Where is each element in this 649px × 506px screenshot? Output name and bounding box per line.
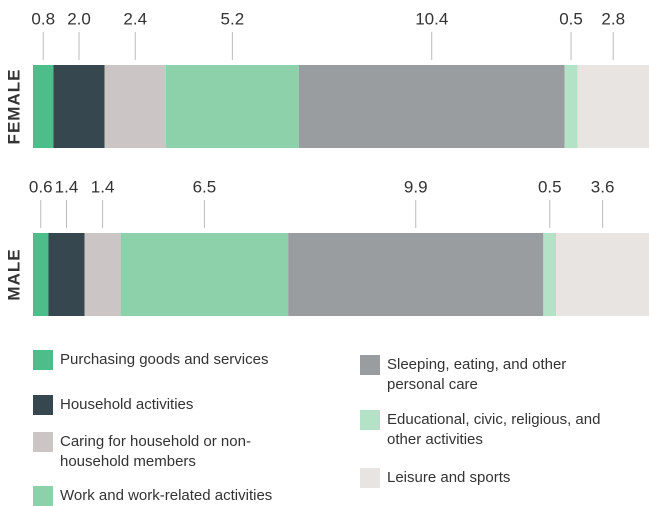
legend-item: Purchasing goods and services [33, 350, 310, 370]
legend-item: Work and work-related activities [33, 486, 330, 506]
bar-segment [120, 233, 289, 316]
value-label: 10.4 [415, 9, 448, 28]
legend-swatch [33, 350, 53, 370]
bar-segment [564, 65, 578, 148]
legend-swatch [360, 410, 380, 430]
value-label: 0.8 [31, 9, 55, 28]
legend-label: Sleeping, eating, and other personal car… [387, 356, 567, 393]
legend-swatch [33, 486, 53, 506]
value-label: 0.5 [559, 9, 583, 28]
value-label: 3.6 [591, 177, 615, 196]
legend-item: Household activities [33, 395, 310, 415]
value-label: 6.5 [193, 177, 217, 196]
legend-label: Household activities [60, 396, 194, 413]
bar-segment [84, 233, 121, 316]
legend-label: Caring for household or non-household me… [60, 433, 251, 470]
bar-segment [543, 233, 557, 316]
value-label: 0.6 [29, 177, 53, 196]
bar-segment [33, 233, 49, 316]
legend-item: Educational, civic, religious, and other… [360, 410, 612, 450]
legend-swatch [360, 468, 380, 488]
legend-swatch [360, 355, 380, 375]
category-label: FEMALE [4, 69, 23, 145]
value-label: 2.4 [123, 9, 147, 28]
value-label: 1.4 [91, 177, 115, 196]
bar-segment [104, 65, 166, 148]
value-label: 0.5 [538, 177, 562, 196]
bar-segment [165, 65, 299, 148]
legend-label: Purchasing goods and services [60, 351, 269, 368]
legend-item: Sleeping, eating, and other personal car… [360, 355, 612, 395]
legend-label: Leisure and sports [387, 469, 511, 486]
bar-segment [556, 233, 649, 316]
category-label: MALE [4, 248, 23, 300]
value-label: 2.8 [601, 9, 625, 28]
value-label: 1.4 [55, 177, 79, 196]
bar-segment [288, 233, 544, 316]
value-label: 5.2 [221, 9, 245, 28]
legend-swatch [33, 432, 53, 452]
legend-label: Educational, civic, religious, and other… [387, 411, 601, 448]
legend-label: Work and work-related activities [60, 487, 273, 504]
bar-segment [53, 65, 105, 148]
bar-segment [577, 65, 649, 148]
legend-swatch [33, 395, 53, 415]
bar-segment [298, 65, 565, 148]
legend-item: Caring for household or non-household me… [33, 432, 310, 472]
bar-segment [33, 65, 54, 148]
legend-item: Leisure and sports [360, 468, 612, 488]
value-label: 2.0 [67, 9, 91, 28]
value-label: 9.9 [404, 177, 428, 196]
bar-segment [48, 233, 85, 316]
